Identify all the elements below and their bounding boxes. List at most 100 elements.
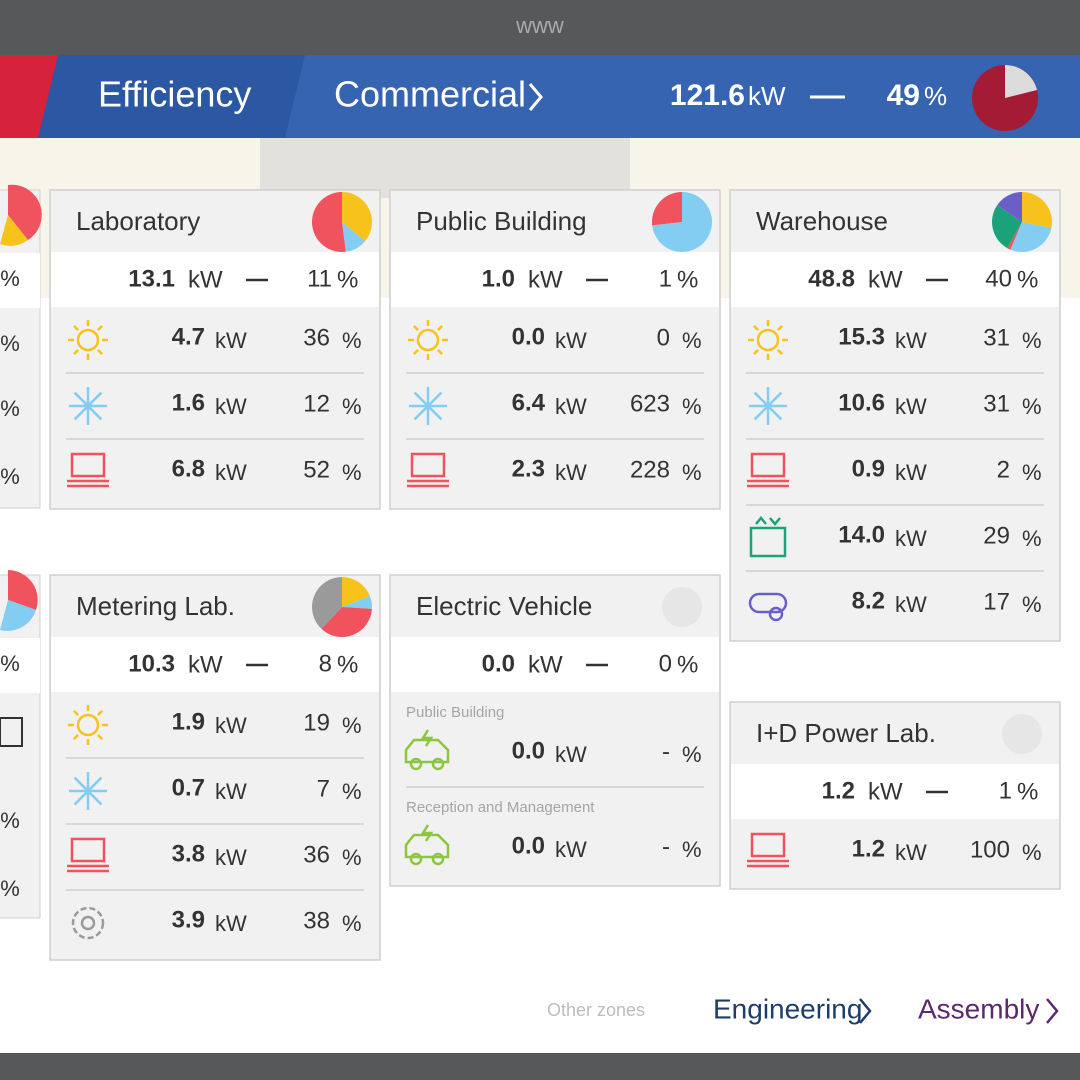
address: www	[515, 13, 564, 38]
row-power: 1.9	[172, 708, 205, 735]
card-percent-unit: %	[1017, 266, 1038, 293]
card-percent-unit: %	[337, 266, 358, 293]
pie-slice	[992, 205, 1022, 249]
icon-laptop	[70, 837, 106, 863]
row-power: 3.9	[172, 906, 205, 933]
icon-compressor	[748, 592, 788, 614]
row-power-unit: kW	[215, 779, 247, 804]
row-percent-unit: %	[342, 460, 362, 485]
icon-sun	[416, 328, 440, 352]
card-power: 0.0	[482, 650, 515, 677]
browser-bar	[0, 0, 1080, 55]
row-percent: 36	[303, 841, 330, 868]
row-power-unit: kW	[215, 394, 247, 419]
percent-unit: %	[0, 464, 20, 489]
icon-laptop	[750, 832, 786, 858]
icon-sun	[76, 713, 100, 737]
partial-pie	[0, 600, 36, 631]
row-percent-unit: %	[1022, 840, 1042, 865]
chevron	[1046, 998, 1059, 1024]
row-percent-unit: %	[1022, 592, 1042, 617]
card-percent-unit: %	[337, 651, 358, 678]
row-power-unit: kW	[215, 713, 247, 738]
card-power: 1.2	[822, 777, 855, 804]
row-percent: 19	[303, 709, 330, 736]
pie-slice	[342, 192, 372, 242]
illustration-shape	[260, 138, 630, 198]
row-power-unit: kW	[895, 328, 927, 353]
icon-sun-ray	[752, 349, 759, 356]
row-power-unit: kW	[895, 840, 927, 865]
row-power-unit: kW	[895, 592, 927, 617]
pie-placeholder	[1002, 714, 1042, 754]
card-title: Metering Lab.	[76, 591, 235, 621]
row-percent-unit: %	[342, 845, 362, 870]
percent-unit: %	[0, 651, 20, 676]
card-title: I+D Power Lab.	[756, 718, 936, 748]
card-title: Public Building	[416, 206, 587, 236]
icon-laptop	[750, 452, 786, 478]
partial-pie	[0, 215, 28, 246]
icon-sun-ray	[777, 324, 784, 331]
header-percent: 49	[887, 79, 920, 112]
partial-card-total	[0, 638, 40, 693]
card-total-band	[391, 637, 719, 692]
pie-slice	[652, 192, 712, 252]
card-power: 10.3	[128, 650, 175, 677]
row-power: 0.9	[852, 455, 885, 482]
zone-link[interactable]: Engineering	[713, 993, 862, 1024]
pie-slice	[312, 192, 346, 252]
icon-gear	[71, 906, 105, 940]
card-percent-unit: %	[677, 266, 698, 293]
row-power-unit: kW	[555, 394, 587, 419]
pie-slice	[652, 192, 682, 226]
row-power: 8.2	[852, 587, 885, 614]
card-power: 1.0	[482, 265, 515, 292]
row-percent-unit: %	[342, 394, 362, 419]
partial-pie	[8, 184, 42, 240]
zone-link[interactable]: Assembly	[918, 993, 1039, 1024]
card-title: Laboratory	[76, 206, 200, 236]
icon-sun-ray	[412, 324, 419, 331]
percent-unit: %	[0, 396, 20, 421]
card-power-unit: kW	[188, 651, 223, 678]
row-power: 1.6	[172, 389, 205, 416]
icon-snow	[753, 391, 783, 421]
icon-ev	[404, 833, 450, 859]
row-percent-unit: %	[342, 779, 362, 804]
card-total-band	[51, 252, 379, 307]
row-percent: 38	[303, 907, 330, 934]
card-percent-unit: %	[1017, 778, 1038, 805]
row-percent-unit: %	[682, 394, 702, 419]
row-power: 0.0	[512, 737, 545, 764]
row-percent-unit: %	[342, 713, 362, 738]
header-accent	[0, 55, 58, 138]
icon-ev-wheel	[431, 852, 445, 866]
icon-sun	[76, 328, 100, 352]
header-zone-band	[285, 55, 1080, 138]
row-power-unit: kW	[555, 328, 587, 353]
row-percent: -	[662, 833, 670, 860]
card-percent: 40	[985, 265, 1012, 292]
row-percent: 31	[983, 324, 1010, 351]
icon-sun-ray	[412, 349, 419, 356]
row-percent-unit: %	[342, 328, 362, 353]
row-percent: 12	[303, 390, 330, 417]
row-power-unit: kW	[215, 845, 247, 870]
card-power-unit: kW	[868, 266, 903, 293]
icon-snow	[73, 776, 103, 806]
card-percent-unit: %	[677, 651, 698, 678]
row-percent: 228	[630, 456, 670, 483]
icon-sun-ray	[752, 324, 759, 331]
card-power-unit: kW	[528, 266, 563, 293]
row-percent-unit: %	[682, 837, 702, 862]
row-power: 6.4	[512, 389, 546, 416]
zone-link[interactable]: Commercial	[334, 74, 526, 115]
icon-sun-ray	[437, 349, 444, 356]
pie-slice	[342, 222, 366, 252]
icon-ev-bolt	[420, 824, 434, 842]
bottom-bar	[0, 1053, 1080, 1080]
partial-icon	[0, 717, 23, 747]
